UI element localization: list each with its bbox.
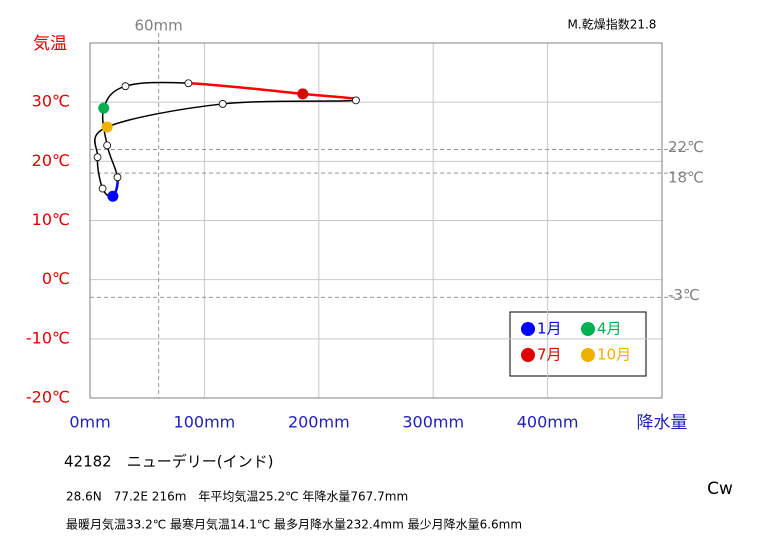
x-tick-label: 200mm xyxy=(288,413,350,432)
climate-curve xyxy=(302,92,360,102)
x-tick-label: 400mm xyxy=(517,413,579,432)
info-line: 28.6N 77.2E 216m 年平均気温25.2℃ 年降水量767.7mm xyxy=(66,489,408,504)
month-point xyxy=(297,88,309,100)
climate-class: Cw xyxy=(707,479,733,499)
x-tick-label: 0mm xyxy=(69,413,110,432)
x-axis-label: 降水量 xyxy=(637,413,688,433)
legend-label: 10月 xyxy=(597,346,631,364)
info-line: 最暖月気温33.2℃ 最寒月気温14.1℃ 最多月降水量232.4mm 最少月降… xyxy=(66,517,522,532)
month-point xyxy=(184,79,193,88)
reference-label: 60mm xyxy=(134,17,182,35)
legend-box xyxy=(509,311,647,377)
climate-curve xyxy=(188,81,303,96)
month-point xyxy=(218,100,227,108)
month-point xyxy=(98,102,110,114)
legend-label: 1月 xyxy=(537,320,562,338)
month-point xyxy=(93,153,102,162)
reference-label: 22℃ xyxy=(668,138,704,156)
station-title: 42182 ニューデリー(インド) xyxy=(64,453,273,471)
reference-label: 18℃ xyxy=(668,169,704,187)
y-tick-label: 30℃ xyxy=(32,92,70,111)
y-axis-label: 気温 xyxy=(33,34,67,54)
month-point xyxy=(351,96,360,105)
y-tick-label: -20℃ xyxy=(26,388,70,407)
x-tick-label: 100mm xyxy=(174,413,236,432)
legend-marker xyxy=(521,348,535,362)
climate-curve xyxy=(106,103,223,128)
month-point xyxy=(113,173,122,182)
dryness-index: M.乾燥指数21.8 xyxy=(568,17,657,32)
x-tick-label: 300mm xyxy=(402,413,464,432)
plot-frame xyxy=(89,42,663,399)
y-tick-label: 0℃ xyxy=(42,269,70,288)
legend-marker xyxy=(581,322,595,336)
legend-label: 4月 xyxy=(597,320,622,338)
month-point xyxy=(107,190,119,202)
month-point xyxy=(121,82,130,91)
legend-marker xyxy=(581,348,595,362)
y-tick-label: -10℃ xyxy=(26,328,70,347)
climate-curve xyxy=(222,99,356,105)
y-tick-label: 20℃ xyxy=(32,151,70,170)
y-tick-label: 10℃ xyxy=(32,210,70,229)
month-point xyxy=(101,121,113,133)
climate-curve xyxy=(125,81,189,87)
month-point xyxy=(103,141,112,150)
month-point xyxy=(98,184,107,193)
legend-label: 7月 xyxy=(537,346,562,364)
reference-label: -3℃ xyxy=(668,286,700,304)
legend-marker xyxy=(521,322,535,336)
